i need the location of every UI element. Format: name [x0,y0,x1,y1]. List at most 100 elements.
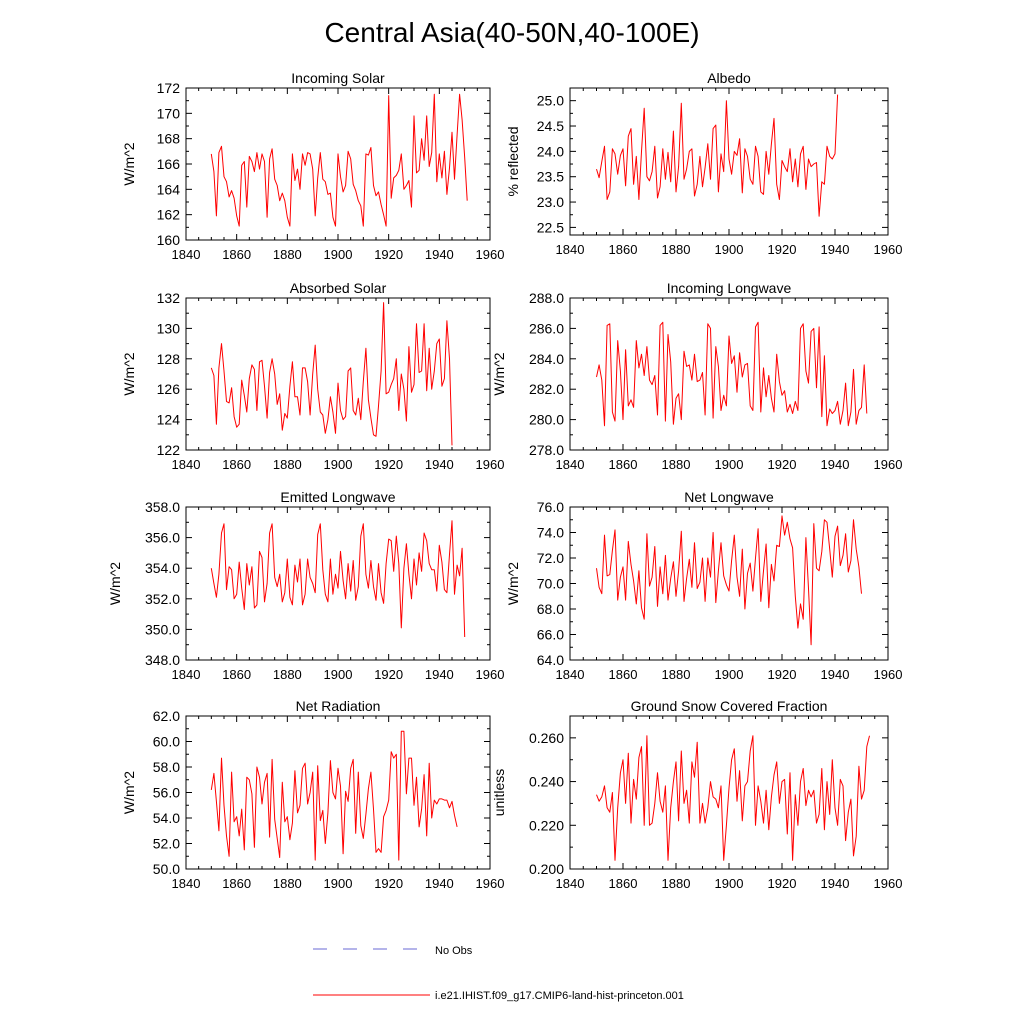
series-line [596,94,839,217]
y-tick-label: 76.0 [537,499,564,515]
figure-title: Central Asia(40-50N,40-100E) [324,17,699,48]
y-tick-label: 60.0 [153,734,180,750]
legend-label-model: i.e21.IHIST.f09_g17.CMIP6-land-hist-prin… [435,990,684,1002]
y-tick-label: 160 [157,232,181,248]
y-axis-label: W/m^2 [505,562,521,605]
x-tick-label: 1840 [556,457,585,472]
x-tick-label: 1960 [476,876,505,891]
y-tick-label: 128 [157,351,181,367]
y-tick-label: 50.0 [153,861,180,877]
x-tick-label: 1880 [662,242,691,257]
panel-3: Absorbed Solar 1840 1860 1880 1900 1920 1940 19… [121,280,504,472]
panel-4: Incoming Longwave 1840 1860 1880 1900 1920 194… [491,280,902,472]
y-tick-label: 56.0 [153,785,180,801]
panel-title: Absorbed Solar [290,280,387,296]
x-tick-label: 1840 [172,876,201,891]
y-tick-label: 164 [157,181,181,197]
series-line [210,520,466,638]
x-tick-label: 1840 [172,247,201,262]
y-tick-label: 356.0 [145,530,180,546]
x-tick-label: 1920 [374,667,403,682]
x-tick-label: 1920 [374,876,403,891]
y-tick-label: 132 [157,290,181,306]
y-axis-label: W/m^2 [107,562,123,605]
x-tick-label: 1920 [768,667,797,682]
panel-title: Albedo [707,70,751,86]
panel-7: Net Radiation 1840 1860 1880 1900 1920 1940 196… [121,698,504,891]
x-tick-label: 1840 [556,876,585,891]
y-axis-label: unitless [491,769,507,816]
y-tick-label: 0.240 [529,774,564,790]
x-tick-label: 1880 [662,667,691,682]
x-tick-label: 1860 [222,876,251,891]
y-tick-label: 288.0 [529,290,564,306]
x-tick-label: 1860 [222,457,251,472]
x-tick-label: 1880 [273,457,302,472]
x-tick-label: 1920 [374,247,403,262]
y-tick-label: 352.0 [145,591,180,607]
y-tick-label: 23.0 [537,194,564,210]
x-tick-label: 1960 [476,457,505,472]
legend-entry-model: i.e21.IHIST.f09_g17.CMIP6-land-hist-prin… [313,990,684,1002]
y-axis-label: W/m^2 [121,352,137,395]
x-tick-label: 1880 [662,457,691,472]
series-line [210,302,453,446]
y-tick-label: 0.260 [529,730,564,746]
x-tick-label: 1860 [609,667,638,682]
x-tick-label: 1860 [609,242,638,257]
y-tick-label: 52.0 [153,836,180,852]
series-line [210,93,468,227]
y-tick-label: 74.0 [537,525,564,541]
x-tick-label: 1920 [768,457,797,472]
y-tick-label: 278.0 [529,442,564,458]
y-axis-label: W/m^2 [121,142,137,185]
x-tick-label: 1960 [874,457,903,472]
y-tick-label: 25.0 [537,93,564,109]
legend-entry-no-obs: No Obs [313,945,473,957]
y-tick-label: 22.5 [537,219,564,235]
panel-8: Ground Snow Covered Fraction 1840 1860 1880… [491,698,902,891]
panel-title: Emitted Longwave [280,489,395,505]
x-tick-label: 1860 [609,457,638,472]
series-line [596,321,868,427]
plot-frame [185,715,491,870]
x-tick-label: 1940 [425,667,454,682]
y-tick-label: 58.0 [153,759,180,775]
x-tick-label: 1900 [324,876,353,891]
y-tick-label: 24.5 [537,118,564,134]
y-tick-label: 350.0 [145,621,180,637]
y-tick-label: 284.0 [529,351,564,367]
y-tick-label: 348.0 [145,652,180,668]
y-tick-label: 358.0 [145,499,180,515]
x-tick-label: 1900 [715,457,744,472]
plot-frame [569,506,889,661]
panel-title: Incoming Solar [291,70,385,86]
x-tick-label: 1880 [662,876,691,891]
y-tick-label: 130 [157,320,181,336]
y-tick-label: 64.0 [537,652,564,668]
x-tick-label: 1940 [425,247,454,262]
y-tick-label: 54.0 [153,810,180,826]
y-tick-label: 24.0 [537,143,564,159]
y-tick-label: 23.5 [537,169,564,185]
x-tick-label: 1880 [273,876,302,891]
y-tick-label: 126 [157,381,181,397]
x-tick-label: 1900 [715,242,744,257]
y-tick-label: 0.220 [529,817,564,833]
y-axis-label: W/m^2 [121,771,137,814]
x-tick-label: 1860 [609,876,638,891]
panel-5: Emitted Longwave 1840 1860 1880 1900 1920 1940… [107,489,504,682]
series-line [596,515,862,646]
panel-title: Net Radiation [296,698,381,714]
y-axis-label: W/m^2 [491,352,507,395]
y-tick-label: 122 [157,442,181,458]
y-tick-label: 166 [157,156,181,172]
x-tick-label: 1920 [768,876,797,891]
y-tick-label: 68.0 [537,601,564,617]
x-tick-label: 1940 [425,457,454,472]
y-tick-label: 354.0 [145,560,180,576]
x-tick-label: 1940 [821,242,850,257]
y-tick-label: 170 [157,105,181,121]
panel-title: Net Longwave [684,489,774,505]
